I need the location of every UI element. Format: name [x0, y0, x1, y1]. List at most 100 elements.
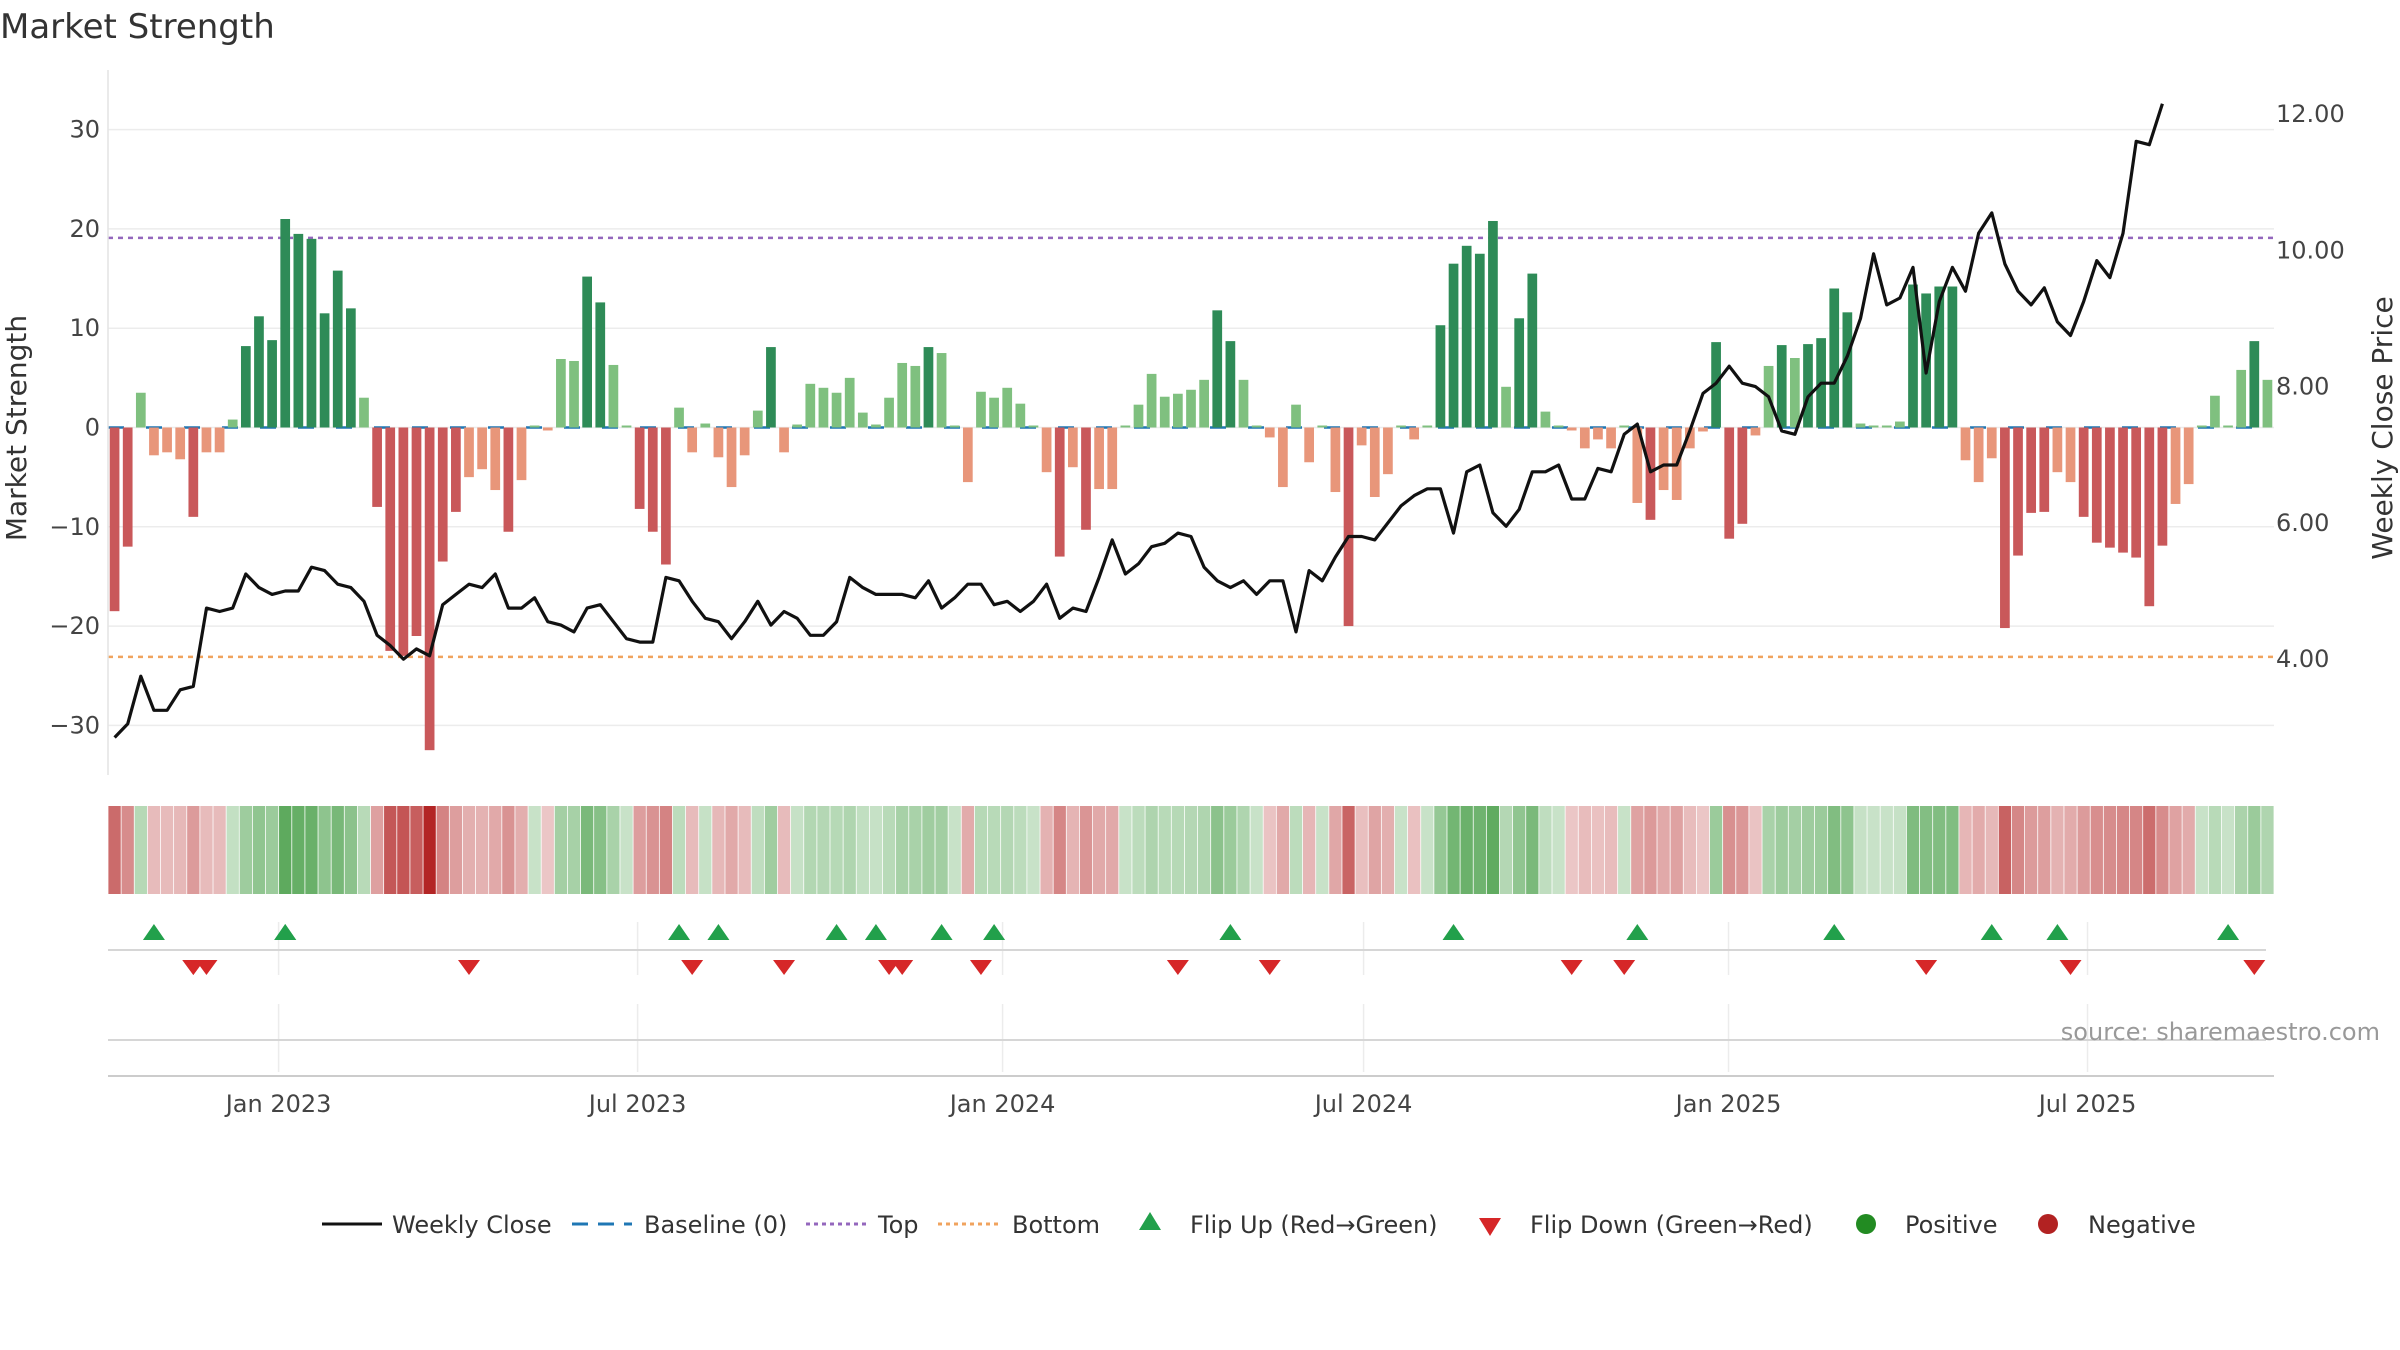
- heat-cell: [239, 806, 253, 894]
- heat-cell: [1762, 806, 1775, 894]
- heat-cell: [1814, 806, 1828, 894]
- strength-bar: [385, 427, 396, 651]
- strength-bar: [897, 362, 908, 428]
- strength-bar: [1015, 403, 1026, 428]
- heat-cell: [1618, 806, 1631, 894]
- heat-cell: [292, 806, 305, 894]
- legend-positive: Positive: [1905, 1211, 1998, 1239]
- strength-bar: [766, 347, 776, 428]
- heat-cell: [1092, 806, 1106, 894]
- heat-cell: [1788, 806, 1802, 894]
- heat-cell: [685, 806, 699, 894]
- weekly-close-line-group: [113, 103, 2164, 739]
- strength-bar: [1960, 427, 1971, 461]
- strength-bar: [1317, 425, 1328, 428]
- heat-cell: [1001, 806, 1014, 894]
- y-tick-label: 30: [69, 116, 100, 144]
- heat-cell: [1132, 806, 1145, 894]
- strength-bar: [1855, 423, 1866, 428]
- heat-cell: [1106, 806, 1119, 894]
- heat-cell: [1302, 806, 1316, 894]
- x-tick-label: Jan 2025: [1674, 1090, 1782, 1118]
- y2-tick-label: 8.00: [2276, 373, 2329, 401]
- strength-bar: [2105, 427, 2115, 548]
- heat-cell: [2077, 806, 2090, 894]
- heat-cell: [1631, 806, 1644, 894]
- heat-cell: [1591, 806, 1605, 894]
- heat-cell: [305, 806, 318, 894]
- strength-bar: [687, 427, 698, 453]
- strength-bar: [2091, 427, 2102, 543]
- strength-bar: [1002, 387, 1013, 428]
- heat-cell: [1893, 806, 1907, 894]
- heat-cell: [554, 806, 568, 894]
- heat-cell: [147, 806, 161, 894]
- heat-cell: [1604, 806, 1618, 894]
- strength-bar: [1973, 427, 1984, 483]
- heat-cell: [1723, 806, 1736, 894]
- strength-bar: [267, 340, 277, 428]
- strength-bar: [1895, 421, 1905, 428]
- legend-flip-up-icon: [1139, 1212, 1161, 1230]
- legend-flip-down: Flip Down (Green→Red): [1530, 1211, 1813, 1239]
- heat-cell: [922, 806, 935, 894]
- legend-negative: Negative: [2088, 1211, 2196, 1239]
- heat-cell: [2064, 806, 2077, 894]
- strength-bar: [2065, 427, 2076, 483]
- y-tick-label: 20: [69, 215, 100, 243]
- heat-cell: [1985, 806, 1998, 894]
- heat-cell: [2129, 806, 2143, 894]
- strength-bar: [135, 392, 146, 428]
- x-tick-label: Jan 2024: [948, 1090, 1056, 1118]
- strength-bar: [1868, 425, 1879, 428]
- strength-bar: [779, 427, 789, 453]
- heat-cell: [567, 806, 581, 894]
- strength-bar: [175, 427, 186, 460]
- heat-cell: [423, 806, 436, 894]
- strength-bar: [1527, 273, 1538, 428]
- strength-bar: [1579, 427, 1590, 449]
- strength-bar: [1212, 310, 1223, 428]
- strength-bar: [1067, 427, 1078, 468]
- heat-cell: [1434, 806, 1447, 894]
- heat-cell: [974, 806, 988, 894]
- heat-cell: [1933, 806, 1946, 894]
- heat-cell: [226, 806, 239, 894]
- strength-bar: [490, 427, 501, 491]
- strength-bar: [595, 302, 606, 428]
- strength-bar: [122, 427, 133, 547]
- heat-cell: [1447, 806, 1460, 894]
- strength-bar: [2039, 427, 2050, 512]
- strength-bar: [1304, 427, 1315, 463]
- source-note: source: sharemaestro.com: [2061, 1018, 2380, 1046]
- strength-bar: [910, 365, 921, 428]
- heat-cell: [475, 806, 489, 894]
- y-tick-label: −10: [49, 513, 100, 541]
- heat-cell: [580, 806, 594, 894]
- strength-bar: [857, 412, 868, 428]
- heat-cell: [791, 806, 804, 894]
- heat-cell: [1119, 806, 1132, 894]
- heat-cell: [252, 806, 266, 894]
- heat-cell: [1828, 806, 1841, 894]
- strength-bar: [398, 427, 409, 656]
- heat-cell: [318, 806, 331, 894]
- y2-tick-label: 4.00: [2276, 645, 2329, 673]
- strength-bar: [319, 313, 330, 428]
- heat-cell: [502, 806, 515, 894]
- strength-bar: [1632, 427, 1643, 503]
- weekly-close-line: [113, 103, 2164, 739]
- flip-up-marker: [2217, 924, 2240, 940]
- strength-bar: [214, 427, 225, 453]
- heat-cell: [1316, 806, 1329, 894]
- strength-bar: [2052, 427, 2063, 473]
- heat-cell: [2261, 806, 2274, 894]
- strength-bar: [162, 427, 172, 453]
- y2-tick-label: 6.00: [2276, 509, 2329, 537]
- strength-bar: [1435, 325, 1446, 428]
- strength-bar: [1566, 427, 1577, 431]
- heat-cell: [909, 806, 922, 894]
- heat-cell: [948, 806, 961, 894]
